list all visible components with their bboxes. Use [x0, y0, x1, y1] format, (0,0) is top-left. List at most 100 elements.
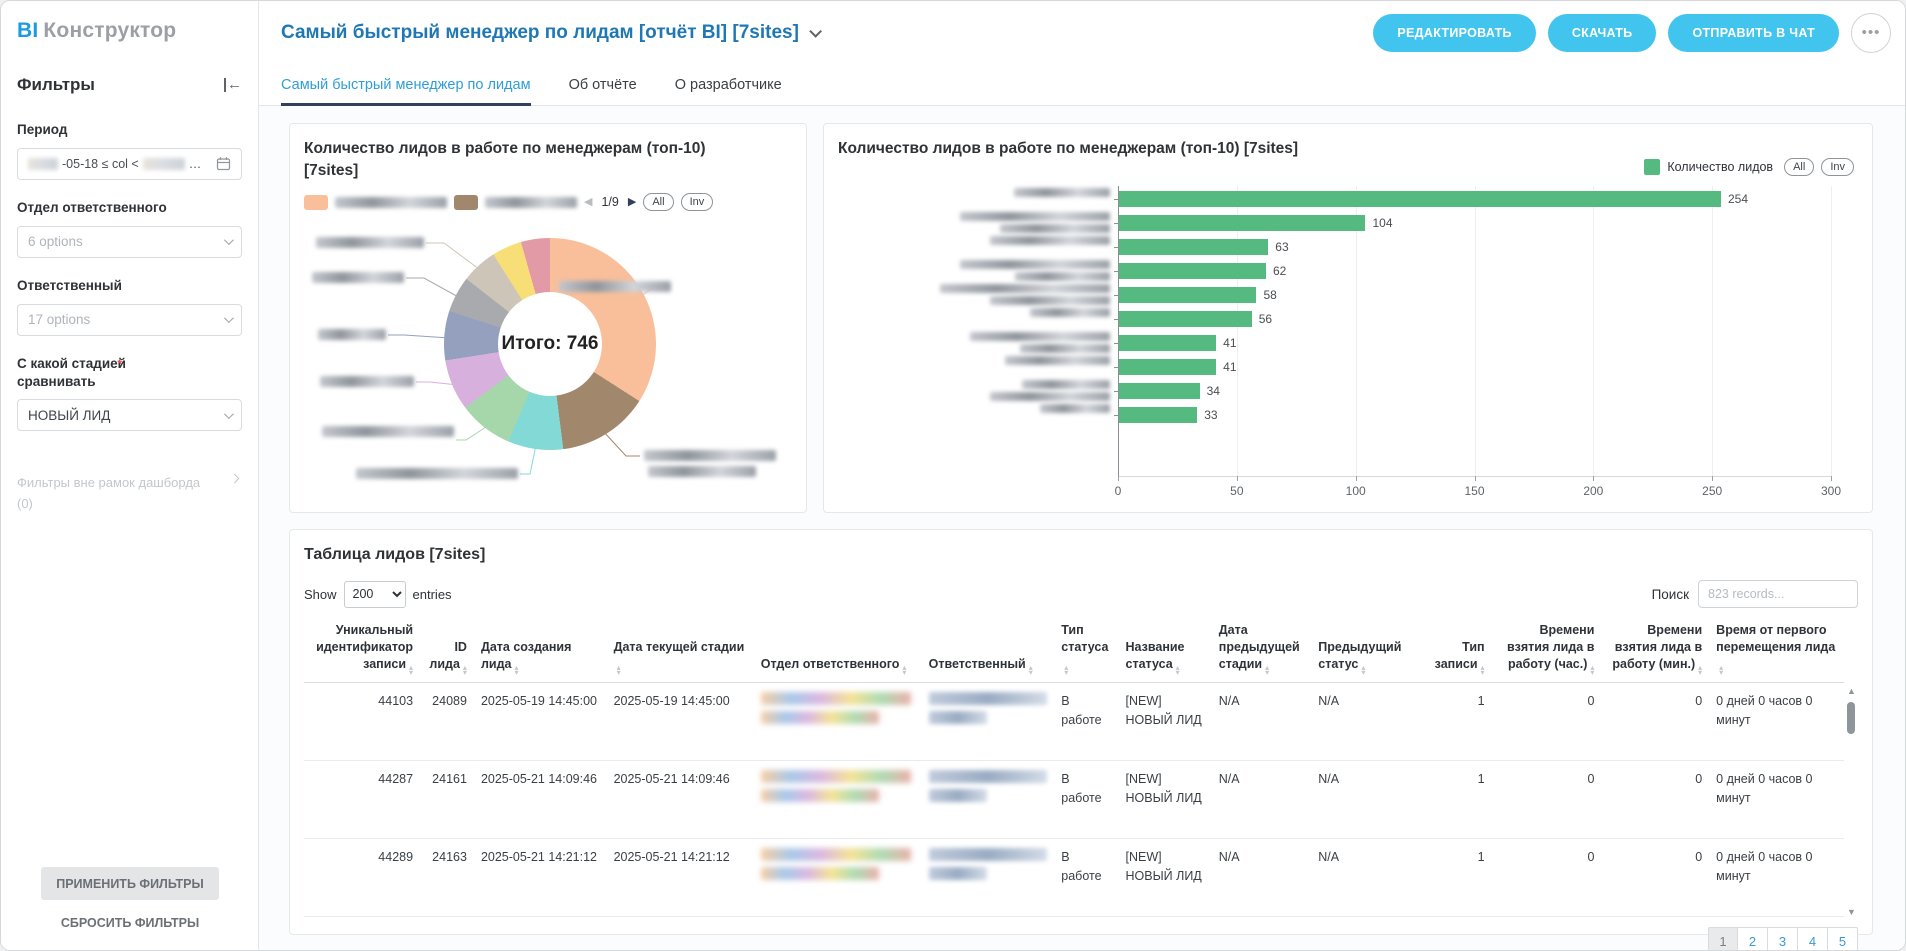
column-header[interactable]: Времени взятия лида в работу (мин.) ▴ ▾: [1601, 618, 1710, 684]
column-header[interactable]: Дата текущей стадии ▴ ▾: [606, 618, 754, 684]
sort-icon[interactable]: ▴ ▾: [1698, 663, 1703, 678]
legend-swatch[interactable]: [454, 194, 478, 210]
scroll-up-icon[interactable]: ▲: [1847, 686, 1856, 697]
edit-button[interactable]: РЕДАКТИРОВАТЬ: [1373, 14, 1536, 52]
donut-ring[interactable]: [444, 238, 656, 451]
bar-segment[interactable]: [1119, 239, 1269, 255]
redacted-date: [142, 157, 185, 170]
table-cell: 44289: [304, 838, 421, 918]
legend-inv-button[interactable]: Inv: [680, 193, 714, 212]
page-button-4[interactable]: 4: [1798, 927, 1828, 950]
table-row[interactable]: 44287 24161 2025-05-21 14:09:46 2025-05-21 …: [304, 760, 1844, 840]
sort-icon[interactable]: ▴ ▾: [1480, 663, 1485, 678]
calendar-icon: [216, 157, 231, 171]
sort-icon[interactable]: ▴ ▾: [616, 663, 621, 678]
filters-title: Фильтры: [17, 75, 95, 94]
redacted-cell-content: [760, 848, 911, 862]
bar-segment[interactable]: [1119, 191, 1721, 207]
bar-segment[interactable]: [1119, 335, 1217, 351]
column-header[interactable]: Название статуса ▴ ▾: [1118, 618, 1212, 684]
period-input[interactable]: -05-18 ≤ col < …: [17, 147, 242, 180]
bar-segment[interactable]: [1119, 407, 1198, 423]
column-header[interactable]: Время от первого перемещения лида ▴ ▾: [1709, 618, 1844, 684]
department-select[interactable]: 6 options: [17, 225, 242, 258]
responsible-select[interactable]: 17 options: [17, 303, 242, 336]
bar-segment[interactable]: [1119, 215, 1366, 231]
legend-swatch[interactable]: [304, 194, 328, 210]
bar-chart-title: Количество лидов в работе по менеджерам …: [838, 140, 1299, 157]
show-label: Show: [304, 586, 337, 602]
report-title[interactable]: Самый быстрый менеджер по лидам [отчёт B…: [281, 22, 822, 44]
tab-fastest-manager[interactable]: Самый быстрый менеджер по лидам: [281, 65, 531, 106]
table-cell: 0: [1601, 838, 1710, 918]
scroll-down-icon[interactable]: ▼: [1847, 907, 1856, 918]
table-cell: N/A: [1311, 838, 1428, 918]
sort-icon[interactable]: ▴ ▾: [902, 663, 907, 678]
column-header[interactable]: Дата предыдущей стадии ▴ ▾: [1211, 618, 1312, 684]
page-size-select[interactable]: 200: [343, 580, 406, 608]
column-header[interactable]: Ответственный ▴ ▾: [921, 618, 1055, 684]
bar-segment[interactable]: [1119, 311, 1252, 327]
search-input[interactable]: [1698, 580, 1858, 609]
sort-icon[interactable]: ▴ ▾: [1175, 663, 1180, 678]
legend-swatch[interactable]: [1644, 159, 1661, 175]
column-header[interactable]: Отдел ответственного ▴ ▾: [753, 618, 922, 684]
sort-icon[interactable]: ▴ ▾: [1265, 663, 1270, 678]
period-value: -05-18 ≤ col <: [62, 156, 139, 171]
bar-segment[interactable]: [1119, 263, 1266, 279]
more-options-button[interactable]: •••: [1851, 13, 1891, 53]
sort-icon[interactable]: ▴ ▾: [409, 663, 414, 678]
sort-icon[interactable]: ▴ ▾: [1028, 663, 1033, 678]
stage-select[interactable]: НОВЫЙ ЛИД: [17, 399, 242, 432]
page-button-5[interactable]: 5: [1828, 927, 1858, 950]
legend-inv-button[interactable]: Inv: [1821, 158, 1854, 176]
apply-filters-button[interactable]: ПРИМЕНИТЬ ФИЛЬТРЫ: [41, 867, 219, 900]
scroll-thumb[interactable]: [1847, 702, 1855, 735]
bar-segment[interactable]: [1119, 359, 1217, 375]
redacted-cell-content: [760, 692, 911, 706]
outer-filters-toggle[interactable]: Фильтры вне рамок дашборда (0): [17, 473, 246, 515]
table-cell: 2025-05-19 14:45:00: [606, 682, 754, 762]
column-header[interactable]: Времени взятия лида в работу (час.) ▴ ▾: [1491, 618, 1602, 684]
reset-filters-button[interactable]: СБРОСИТЬ ФИЛЬТРЫ: [1, 916, 259, 930]
sort-icon[interactable]: ▴ ▾: [1064, 663, 1069, 678]
redacted-category-label: [960, 212, 1110, 233]
bar-value-label: 104: [1372, 216, 1393, 230]
send-to-chat-button[interactable]: ОТПРАВИТЬ В ЧАТ: [1668, 14, 1839, 52]
bar-chart-card: Количество лидов в работе по менеджерам …: [823, 123, 1873, 513]
tab-about-report[interactable]: Об отчёте: [568, 77, 637, 93]
sort-icon[interactable]: ▴ ▾: [1719, 663, 1724, 678]
column-header[interactable]: ID лида ▴ ▾: [420, 618, 474, 684]
sort-icon[interactable]: ▴ ▾: [462, 663, 467, 678]
table-cell: 0 дней 0 часов 0 минут: [1709, 760, 1844, 840]
download-button[interactable]: СКАЧАТЬ: [1547, 14, 1657, 52]
column-header[interactable]: Дата создания лида ▴ ▾: [473, 618, 607, 684]
y-tick: [1114, 415, 1119, 416]
redacted-category-label: [990, 380, 1110, 401]
sort-icon[interactable]: ▴ ▾: [1590, 663, 1595, 678]
header: Самый быстрый менеджер по лидам [отчёт B…: [259, 1, 1905, 65]
page-button-1[interactable]: 1: [1708, 927, 1738, 950]
collapse-sidebar-icon[interactable]: ←: [224, 77, 242, 92]
bar-segment[interactable]: [1119, 383, 1200, 399]
page-button-3[interactable]: 3: [1768, 927, 1798, 950]
table-row[interactable]: 44289 24163 2025-05-21 14:21:12 2025-05-21 …: [304, 838, 1844, 918]
legend-next-icon[interactable]: ▶: [627, 195, 637, 208]
table-cell: N/A: [1311, 760, 1428, 840]
bar-segment[interactable]: [1119, 287, 1257, 303]
column-header[interactable]: Уникальный идентификатор записи ▴ ▾: [304, 618, 421, 684]
column-header[interactable]: Тип статуса ▴ ▾: [1054, 618, 1119, 684]
legend-prev-icon[interactable]: ◀: [584, 195, 593, 208]
tab-about-developer[interactable]: О разработчике: [674, 77, 782, 93]
page-button-2[interactable]: 2: [1738, 927, 1768, 950]
table-scrollbar[interactable]: ▲ ▼: [1845, 686, 1858, 917]
column-header[interactable]: Предыдущий статус ▴ ▾: [1311, 618, 1428, 684]
sort-icon[interactable]: ▴ ▾: [514, 663, 519, 678]
sort-icon[interactable]: ▴ ▾: [1361, 663, 1366, 678]
table-row[interactable]: 44103 24089 2025-05-19 14:45:00 2025-05-19 …: [304, 682, 1844, 762]
table-cell: 2025-05-21 14:09:46: [473, 760, 607, 840]
legend-all-button[interactable]: All: [643, 193, 674, 212]
legend-all-button[interactable]: All: [1784, 158, 1815, 176]
column-header[interactable]: Тип записи ▴ ▾: [1427, 618, 1492, 684]
